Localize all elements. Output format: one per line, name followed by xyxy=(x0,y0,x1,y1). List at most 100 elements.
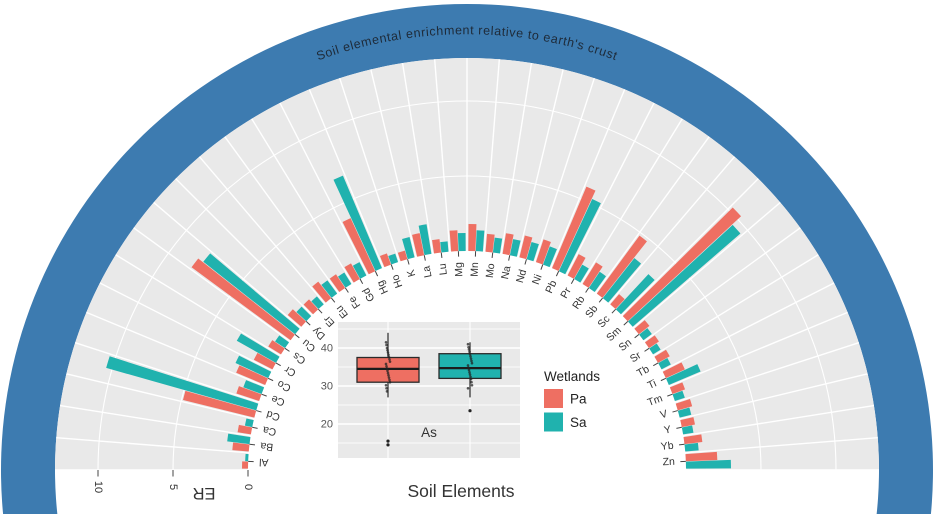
legend-swatch-Pa xyxy=(544,389,563,408)
bar-Pa-Tb xyxy=(654,349,670,363)
polar-gridlines xyxy=(55,58,879,471)
sector-gridline xyxy=(534,77,595,262)
bar-Pa-Mg xyxy=(449,230,459,252)
bar-Sa-Pb xyxy=(558,199,601,275)
element-tick xyxy=(540,264,544,270)
sector-gridline xyxy=(621,178,759,316)
element-tick xyxy=(344,287,349,293)
data-point-Pa xyxy=(386,369,389,373)
bar-Sa-Y xyxy=(681,425,694,435)
bar-Sa-V xyxy=(677,407,692,418)
element-tick xyxy=(634,334,640,339)
bar-Pa-Mn xyxy=(468,224,477,252)
inset-ytick-label: 20 xyxy=(321,419,333,431)
legend-swatch-Sa xyxy=(544,412,563,432)
bar-Pa-Co xyxy=(236,365,269,385)
sector-gridline xyxy=(679,373,868,420)
element-tick xyxy=(267,377,274,382)
element-label-Rb: Rb xyxy=(570,294,588,312)
bar-Pa-Tm xyxy=(669,382,686,395)
sector-gridline xyxy=(401,62,434,254)
radial-gridline-arc xyxy=(172,175,762,471)
element-tick xyxy=(407,259,410,265)
sector-gridline xyxy=(59,404,251,437)
soil-elements-axis-title: Soil Elements xyxy=(408,481,515,501)
element-label-La: La xyxy=(421,265,435,279)
data-point-Pa xyxy=(388,378,391,382)
sector-gridline xyxy=(517,69,564,258)
sector-gridline xyxy=(115,254,281,357)
bar-Sa-Ca xyxy=(244,418,254,428)
element-label-Sr: Sr xyxy=(628,349,644,365)
bar-Sa-Pr xyxy=(574,264,589,283)
element-label-V: V xyxy=(659,408,669,421)
bar-Pa-Dy xyxy=(287,309,307,327)
data-point-Sa xyxy=(466,386,470,390)
bar-Pa-Sc xyxy=(610,294,625,310)
bar-Pa-Nd xyxy=(519,235,533,260)
er-tick-label: 5 xyxy=(167,484,179,490)
outlier-Pa xyxy=(386,439,390,443)
sector-gridline xyxy=(56,436,249,454)
data-point-Pa xyxy=(385,346,389,350)
radial-gridline-arc xyxy=(97,100,837,471)
bar-Pa-V xyxy=(675,399,693,411)
element-label-Mo: Mo xyxy=(484,263,498,279)
element-label-Eu: Eu xyxy=(333,303,350,321)
sector-gridline xyxy=(224,136,339,294)
element-tick xyxy=(256,410,262,413)
sector-gridline xyxy=(669,311,848,387)
bar-Sa-Sr xyxy=(649,343,661,355)
bar-Pa-Eu xyxy=(312,281,332,303)
element-tick xyxy=(672,410,678,413)
element-label-Pr: Pr xyxy=(558,285,574,300)
element-label-Cd: Cd xyxy=(265,408,281,423)
sector-gridline xyxy=(565,102,655,276)
er-tick-label: 0 xyxy=(242,484,254,490)
element-label-Hg: Hg xyxy=(374,278,391,295)
data-point-Pa xyxy=(385,386,388,390)
bar-Sa-Eu xyxy=(321,280,338,298)
element-tick xyxy=(317,308,323,314)
data-point-Sa xyxy=(469,377,473,381)
bar-Sa-Yb xyxy=(684,442,699,452)
bar-Pa-Zn xyxy=(685,451,718,462)
bar-Pa-Cs xyxy=(268,340,285,355)
element-tick xyxy=(660,377,667,382)
bar-Sa-Cu xyxy=(203,253,300,335)
bar-Sa-Sn xyxy=(639,328,652,341)
element-label-Mg: Mg xyxy=(453,262,466,277)
element-label-Zn: Zn xyxy=(662,456,675,468)
element-tick xyxy=(331,297,336,303)
element-tick xyxy=(667,393,673,397)
element-tick xyxy=(294,334,300,339)
bar-Sa-Sm xyxy=(627,224,741,327)
bar-Pa-Hg xyxy=(342,218,376,275)
element-tick xyxy=(305,320,311,326)
bar-Pa-Al xyxy=(242,461,249,469)
element-tick xyxy=(611,308,617,314)
bar-Pa-Sm xyxy=(622,207,742,322)
sector-gridline xyxy=(370,69,417,258)
sector-gridline xyxy=(279,102,369,276)
element-tick xyxy=(585,287,590,293)
data-point-Pa xyxy=(386,371,390,375)
sector-gridline xyxy=(133,227,291,342)
wetlands-legend: Wetlands Pa Sa xyxy=(544,369,600,432)
element-label-Yb: Yb xyxy=(660,440,674,453)
data-point-Sa xyxy=(470,361,474,365)
bar-Sa-Ti xyxy=(665,364,701,385)
element-label-Ni: Ni xyxy=(530,273,545,286)
sector-gridline xyxy=(500,62,533,254)
element-tick xyxy=(390,264,394,270)
bar-Pa-Ca xyxy=(237,424,253,435)
element-label-Cs: Cs xyxy=(291,349,308,366)
bar-Pa-Cr xyxy=(253,352,276,370)
sector-gridline xyxy=(685,436,878,454)
sector-gridline xyxy=(198,156,326,304)
data-point-Pa xyxy=(387,376,391,379)
bar-Sa-Gd xyxy=(352,262,367,279)
element-tick xyxy=(440,252,443,259)
bar-Pa-Ti xyxy=(662,362,685,379)
